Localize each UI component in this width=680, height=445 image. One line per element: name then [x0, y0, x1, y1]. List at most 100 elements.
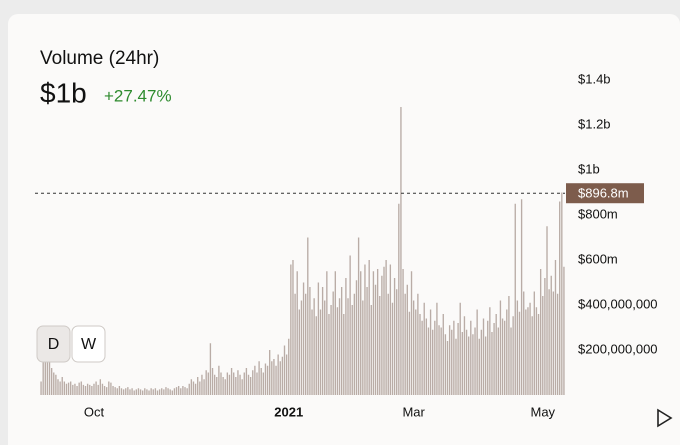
bar [161, 388, 163, 395]
bar [493, 323, 495, 395]
bar [410, 271, 413, 395]
bar [292, 260, 294, 395]
bar [425, 318, 428, 395]
bar [520, 199, 523, 395]
bar [133, 390, 135, 395]
bar [423, 302, 425, 395]
bar [201, 374, 203, 395]
bar [186, 388, 188, 395]
x-tick-label: Oct [84, 404, 105, 419]
bar [351, 305, 353, 395]
bar [516, 300, 519, 395]
bar [345, 278, 347, 395]
reference-label-box [566, 183, 644, 204]
bar [381, 275, 383, 395]
bar [222, 377, 224, 395]
bar [226, 372, 229, 395]
bar [398, 203, 400, 395]
bar [156, 390, 159, 395]
bar [205, 370, 207, 395]
bar [262, 372, 265, 395]
bar [332, 291, 334, 395]
bars [40, 107, 565, 395]
bar [391, 302, 394, 395]
bar [118, 386, 121, 395]
chart-title: Volume (24hr) [40, 48, 159, 69]
bar [311, 309, 313, 395]
bar [544, 278, 546, 395]
bar [139, 389, 142, 395]
bar [497, 327, 499, 395]
bar [175, 387, 178, 395]
bar [218, 365, 220, 395]
bar [125, 388, 127, 395]
bar [209, 343, 212, 395]
bar [74, 383, 76, 395]
control-label[interactable]: W [81, 336, 97, 353]
bar [508, 296, 510, 395]
control-button[interactable] [71, 325, 106, 363]
bar [429, 309, 432, 395]
card [8, 14, 680, 445]
y-tick-label: $800m [578, 206, 618, 221]
bar [63, 381, 66, 395]
bar [523, 291, 525, 395]
bar [300, 300, 303, 395]
control-label[interactable]: D [48, 336, 60, 353]
bar [169, 389, 171, 395]
bar [72, 384, 74, 395]
bar [106, 387, 108, 395]
control-button[interactable] [36, 325, 71, 363]
bar [279, 361, 281, 395]
bar [400, 107, 402, 395]
bar [144, 388, 146, 395]
bar [249, 377, 252, 395]
bar [389, 264, 392, 395]
bar [59, 381, 61, 395]
bar [457, 323, 459, 395]
bar [434, 320, 436, 395]
bar [357, 237, 360, 395]
play-button[interactable] [657, 408, 673, 428]
bar [260, 368, 262, 395]
bar [387, 293, 389, 395]
bar [376, 269, 379, 395]
bar [330, 305, 332, 395]
bar [158, 389, 161, 395]
bar [476, 309, 478, 395]
bar [417, 293, 419, 395]
bar [408, 311, 411, 395]
bar [396, 289, 398, 395]
bar [207, 372, 209, 395]
bar [514, 203, 516, 395]
bar [446, 341, 449, 395]
y-tick-label: $1b [578, 161, 600, 176]
bar [173, 388, 176, 395]
bar [444, 334, 447, 395]
bar [309, 287, 311, 395]
bar [167, 388, 169, 395]
bar [78, 382, 80, 395]
bar [80, 381, 82, 395]
bar [482, 318, 485, 395]
bar [455, 338, 457, 395]
bar [491, 332, 493, 395]
bar [114, 387, 116, 395]
bar [277, 354, 279, 395]
bar [296, 271, 298, 395]
bar [48, 361, 51, 395]
bar [368, 260, 370, 395]
bar [65, 383, 68, 395]
bar [402, 269, 404, 395]
bar [254, 365, 256, 395]
bar [93, 383, 95, 395]
bar [539, 269, 542, 395]
bar [340, 287, 343, 395]
bar [177, 386, 180, 395]
bar [70, 381, 72, 395]
bar [436, 302, 438, 395]
bar [343, 314, 345, 395]
bar [53, 372, 55, 395]
bar [518, 311, 521, 395]
